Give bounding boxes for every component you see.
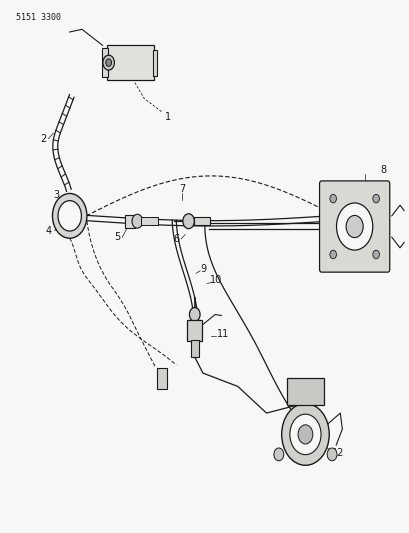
Text: 1: 1 — [165, 112, 171, 122]
Bar — [157, 368, 166, 389]
Circle shape — [103, 55, 114, 70]
Bar — [190, 340, 198, 357]
Bar — [101, 48, 108, 77]
Circle shape — [273, 448, 283, 461]
Text: 12: 12 — [331, 448, 344, 458]
Text: 8: 8 — [380, 165, 386, 175]
Bar — [125, 215, 135, 228]
Text: 4: 4 — [45, 226, 51, 236]
Circle shape — [106, 59, 111, 66]
Circle shape — [132, 214, 142, 228]
Text: 2: 2 — [40, 134, 46, 143]
Circle shape — [281, 403, 328, 465]
FancyBboxPatch shape — [319, 181, 389, 272]
Bar — [106, 45, 153, 80]
Text: 6: 6 — [173, 234, 179, 244]
Circle shape — [329, 250, 336, 259]
Circle shape — [189, 308, 200, 321]
Text: 9: 9 — [200, 264, 205, 274]
Text: 10: 10 — [210, 276, 222, 285]
Circle shape — [297, 425, 312, 444]
Circle shape — [372, 195, 378, 203]
Circle shape — [345, 215, 362, 238]
Text: 5151 3300: 5151 3300 — [16, 13, 61, 21]
Circle shape — [58, 200, 81, 231]
Circle shape — [329, 195, 336, 203]
Bar — [286, 378, 323, 405]
Text: 5: 5 — [113, 232, 120, 242]
Circle shape — [52, 193, 87, 238]
Text: 11: 11 — [217, 329, 229, 339]
Circle shape — [336, 203, 372, 250]
Bar — [152, 50, 157, 76]
Bar — [187, 320, 202, 341]
Circle shape — [289, 414, 320, 455]
Circle shape — [326, 448, 336, 461]
Circle shape — [372, 250, 378, 259]
Circle shape — [182, 214, 194, 229]
Text: 7: 7 — [179, 184, 185, 194]
Circle shape — [300, 388, 310, 401]
Text: 3: 3 — [54, 190, 59, 199]
Bar — [193, 217, 209, 225]
Bar — [141, 217, 157, 225]
